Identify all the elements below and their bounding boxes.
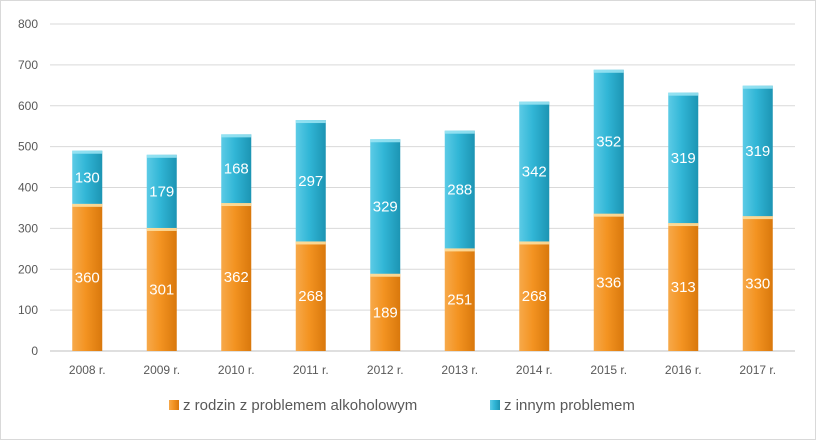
bar-segment-highlight [72,150,103,154]
bar-segment [519,241,550,351]
bar-segment [444,130,475,249]
bar-segment-highlight [221,134,252,138]
bar-segment-highlight [146,227,177,231]
bar-segment [519,101,550,242]
bar-segment-highlight [370,139,401,143]
legend-label: z innym problemem [504,397,635,414]
bar-segment-highlight [444,248,475,252]
data-label: 352 [596,134,621,151]
bar-segment-highlight [593,69,624,73]
bar-segment-highlight [742,216,773,220]
y-tick-label: 0 [31,344,38,358]
bar-segment [444,248,475,351]
bar-segment-highlight [72,203,103,207]
x-tick-label: 2009 r. [143,363,180,377]
bar-segment [370,273,401,351]
bar-segment-highlight [593,213,624,217]
data-label: 362 [224,269,249,286]
x-tick-label: 2013 r. [441,363,478,377]
bar-segment [593,213,624,351]
bar-segment-highlight [221,203,252,207]
bar-segment [295,120,326,242]
data-label: 179 [149,183,174,200]
legend-swatch [169,400,179,410]
bar-segment-highlight [668,223,699,227]
bar-segment [742,216,773,351]
bars: 360 130 301 179 362 168 268 297 189 329 251 288 268 3… [72,69,773,351]
x-axis: 2008 r. 2009 r. 2010 r. 2011 r. 2012 r. 2013 … [69,363,776,377]
data-label: 168 [224,161,249,178]
y-axis: 0 100 200 300 400 500 600 700 800 [18,17,38,358]
y-tick-label: 100 [18,303,38,317]
x-tick-label: 2011 r. [293,363,329,377]
x-tick-label: 2010 r. [218,363,255,377]
y-tick-label: 400 [18,181,38,195]
bar-segment [295,241,326,351]
data-label: 268 [298,288,323,305]
data-label: 336 [596,274,621,291]
data-label: 329 [373,199,398,216]
data-label: 360 [75,269,100,286]
bar-segment-highlight [668,92,699,96]
bar-segment-highlight [295,241,326,245]
data-label: 313 [671,279,696,296]
x-tick-label: 2015 r. [590,363,627,377]
data-label: 319 [745,143,770,160]
bar-segment-highlight [370,273,401,277]
y-tick-label: 300 [18,221,38,235]
bar-segment [221,134,252,204]
x-tick-label: 2016 r. [665,363,702,377]
y-tick-label: 700 [18,58,38,72]
bar-segment [668,223,699,351]
bar-segment-highlight [295,120,326,124]
x-tick-label: 2014 r. [516,363,553,377]
x-tick-label: 2017 r. [739,363,776,377]
bar-segment-highlight [519,101,550,105]
bar-segment-highlight [742,85,773,89]
bar-segment-highlight [146,154,177,158]
bar-segment [72,150,103,204]
data-label: 301 [149,281,174,298]
bar-segment [146,154,177,228]
bar-segment [146,227,177,351]
data-label: 319 [671,150,696,167]
bar-segment [72,203,103,351]
data-label: 288 [447,182,472,199]
data-label: 330 [745,276,770,293]
bar-segment-highlight [519,241,550,245]
y-tick-label: 500 [18,140,38,154]
data-label: 268 [522,288,547,305]
bar-segment [742,85,773,217]
data-label: 251 [447,292,472,309]
bar-segment [668,92,699,224]
x-tick-label: 2008 r. [69,363,106,377]
bar-segment [221,203,252,351]
bar-segment-highlight [444,130,475,134]
legend-swatch [490,400,500,410]
data-label: 342 [522,164,547,181]
y-tick-label: 600 [18,99,38,113]
y-tick-label: 200 [18,262,38,276]
data-label: 189 [373,304,398,321]
legend: z rodzin z problemem alkoholowym z innym … [169,397,635,414]
data-label: 297 [298,173,323,190]
y-tick-label: 800 [18,17,38,31]
legend-label: z rodzin z problemem alkoholowym [183,397,417,414]
data-label: 130 [75,169,100,186]
x-tick-label: 2012 r. [367,363,404,377]
bar-segment [593,69,624,214]
bar-segment [370,139,401,274]
